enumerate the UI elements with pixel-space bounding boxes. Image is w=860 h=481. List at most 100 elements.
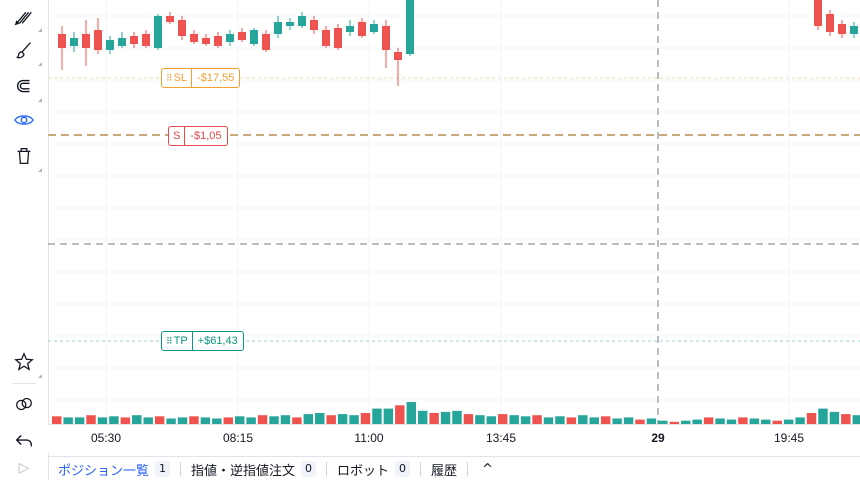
eye-icon[interactable]: [10, 106, 38, 134]
candle-body: [262, 34, 270, 50]
tab-label: 指値・逆指値注文: [191, 463, 296, 479]
tab-orders[interactable]: 指値・逆指値注文 0: [181, 457, 326, 481]
volume-bar: [463, 414, 474, 424]
candle-body: [382, 26, 390, 50]
volume-bar: [475, 415, 485, 424]
tab-positions[interactable]: ポジション一覧 1: [48, 457, 180, 481]
drag-handle-icon[interactable]: ⠿: [166, 72, 173, 83]
candle-body: [70, 38, 78, 46]
candle-body: [214, 36, 222, 46]
chart-grid: [48, 0, 860, 424]
tab-label: ポジション一覧: [58, 463, 150, 479]
volume-bar: [189, 416, 199, 424]
candle-body: [202, 38, 210, 44]
s-order-label[interactable]: S -$1,05: [168, 126, 228, 146]
chart-canvas[interactable]: [48, 0, 860, 424]
candle-body: [286, 22, 294, 26]
sl-order-label[interactable]: ⠿ SL -$17,55: [161, 68, 241, 88]
volume-bar: [818, 408, 828, 424]
volume-bar: [658, 420, 668, 424]
price-chart[interactable]: ⠿ SL -$17,55 S -$1,05 ⠿ TP +$61,43: [48, 0, 860, 424]
volume-bar: [372, 408, 382, 424]
paintbrush-icon[interactable]: [10, 36, 42, 66]
tab-history[interactable]: 履歴: [421, 457, 467, 481]
candle-body: [814, 0, 822, 26]
candle-body: [370, 24, 378, 32]
trash-icon[interactable]: [10, 142, 42, 172]
candle-body: [250, 30, 258, 44]
brush-tools-icon[interactable]: [10, 2, 42, 32]
candle-body: [82, 34, 90, 48]
volume-bar: [429, 413, 439, 424]
volume-bar: [223, 417, 233, 424]
volume-bars: [52, 402, 860, 424]
volume-bar: [681, 420, 691, 424]
s-tag-text: S: [169, 127, 186, 145]
volume-bar: [566, 417, 577, 424]
candle-body: [838, 24, 846, 34]
sl-pnl: -$17,55: [197, 72, 235, 84]
volume-bar: [440, 411, 451, 424]
volume-bar: [612, 418, 622, 424]
candle-body: [358, 22, 366, 36]
volume-bar: [543, 417, 554, 424]
volume-bar: [303, 414, 314, 424]
volume-bar: [246, 417, 256, 424]
time-tick: 08:15: [222, 431, 254, 445]
volume-bar: [360, 413, 371, 424]
volume-bar: [623, 417, 634, 424]
time-tick: 19:45: [773, 431, 805, 445]
tab-count: 0: [301, 461, 317, 477]
link-icon[interactable]: [10, 390, 38, 418]
collapse-panel-icon[interactable]: ▷: [0, 456, 49, 480]
candle-body: [58, 34, 66, 48]
volume-bar: [749, 418, 760, 424]
volume-bar: [761, 419, 771, 424]
tab-robots[interactable]: ロボット 0: [327, 457, 420, 481]
volume-bar: [326, 415, 336, 424]
tab-label: ロボット: [337, 463, 390, 479]
candle-body: [274, 22, 282, 34]
volume-bar: [715, 418, 725, 424]
candle-body: [850, 26, 858, 34]
candle-body: [154, 16, 162, 48]
tp-order-label[interactable]: ⠿ TP +$61,43: [161, 331, 244, 351]
time-axis[interactable]: 05:30 08:15 11:00 13:45 29 19:45: [48, 424, 860, 453]
candles: [58, 0, 858, 86]
candle-body: [130, 36, 138, 44]
volume-bar: [349, 415, 359, 424]
volume-bar: [74, 417, 85, 424]
tp-tag-text: TP: [173, 335, 188, 347]
tab-count: 1: [155, 461, 171, 477]
candle-body: [118, 38, 126, 46]
magnet-icon[interactable]: [10, 72, 42, 102]
candle-body: [298, 16, 306, 26]
date-tick: 29: [651, 431, 665, 445]
undo-icon[interactable]: [10, 426, 38, 454]
volume-bar: [280, 415, 291, 424]
volume-bar: [234, 416, 245, 424]
drag-handle-icon[interactable]: ⠿: [166, 335, 173, 346]
candle-body: [406, 0, 414, 54]
tab-count: 0: [395, 461, 411, 477]
candle-body: [190, 34, 198, 42]
candle-body: [238, 32, 246, 40]
volume-bar: [852, 415, 860, 424]
volume-bar: [395, 405, 405, 424]
volume-bar: [692, 419, 702, 424]
volume-bar: [783, 419, 794, 424]
time-tick: 13:45: [485, 431, 517, 445]
volume-bar: [452, 410, 462, 424]
volume-bar: [841, 414, 851, 424]
candle-body: [178, 20, 186, 36]
volume-bar: [269, 416, 279, 424]
tab-label: 履歴: [431, 463, 458, 479]
star-icon[interactable]: [10, 348, 42, 378]
volume-bar: [635, 419, 645, 424]
volume-bar: [143, 417, 153, 424]
volume-bar: [257, 415, 268, 424]
candle-body: [94, 30, 102, 50]
volume-bar: [703, 417, 714, 424]
drawing-toolbar: [0, 0, 49, 480]
chevron-up-icon[interactable]: ^: [482, 461, 493, 477]
